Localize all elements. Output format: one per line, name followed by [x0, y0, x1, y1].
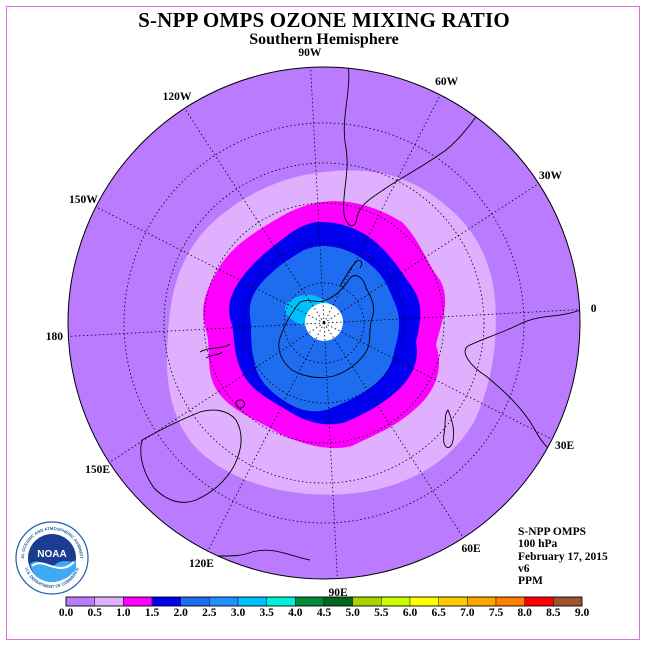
- longitude-label: 90W: [298, 47, 322, 60]
- colorbar-tick-label: 6.5: [431, 607, 446, 619]
- meridian-line: [323, 183, 539, 324]
- longitude-label: 150E: [85, 464, 111, 477]
- coastline-antarctic-peninsula: [339, 259, 363, 287]
- meridian-line: [323, 309, 580, 324]
- colorbar-swatch: [237, 596, 267, 607]
- coastline-africa: [464, 309, 580, 461]
- colorbar-tick-label: 9.0: [574, 607, 590, 619]
- colorbar-swatch: [123, 596, 153, 607]
- meridian-line: [323, 322, 338, 579]
- colorbar-swatch: [266, 596, 296, 607]
- longitude-label: 90E: [328, 586, 348, 599]
- colorbar-tick-label: 5.0: [345, 607, 360, 619]
- map-subtitle: Southern Hemisphere: [249, 31, 399, 48]
- colorbar-swatch: [151, 596, 181, 607]
- colorbar-tick-label: 2.5: [202, 607, 217, 619]
- colorbar-tick-label: 5.5: [374, 607, 389, 619]
- info-units: PPM: [518, 575, 543, 588]
- meridian-line: [323, 322, 464, 538]
- coastlines: [140, 67, 580, 561]
- colorbar-swatch: [65, 596, 95, 607]
- info-level: 100 hPa: [518, 538, 558, 551]
- colorbar-swatch: [323, 596, 353, 607]
- meridian-line: [109, 322, 325, 463]
- south-pole-marker: [322, 320, 326, 324]
- colorbar-tick-label: 8.5: [546, 607, 561, 619]
- longitude-label: 0: [590, 302, 597, 315]
- latitude-circle: [163, 162, 485, 484]
- map-boundary: [67, 66, 581, 580]
- info-date: February 17, 2015: [518, 550, 608, 563]
- colorbar-tick-label: 7.0: [460, 607, 475, 619]
- coastline-tasmania: [235, 399, 245, 409]
- colorbar-swatch: [352, 596, 382, 607]
- coastline-australia: [140, 409, 242, 503]
- colorbar-tick-label: 0.0: [58, 607, 74, 619]
- noaa-logo: NATIONAL OCEANIC AND ATMOSPHERIC ADMINIS…: [14, 520, 89, 595]
- coastline-south-america: [343, 67, 497, 227]
- longitude-label: 150W: [69, 194, 98, 207]
- info-instrument: S-NPP OMPS: [518, 526, 587, 538]
- longitude-label: 60E: [461, 543, 481, 556]
- colorbar-tick-label: 2.0: [173, 607, 188, 619]
- meridian-line: [310, 67, 325, 324]
- colorbar-swatch: [381, 596, 411, 607]
- colorbar-swatch: [94, 596, 124, 607]
- colorbar-swatch: [524, 596, 554, 607]
- colorbar-tick-label: 6.0: [402, 607, 418, 619]
- figure-frame: [6, 6, 640, 640]
- colorbar-tick-label: 3.0: [230, 607, 246, 619]
- meridian-line: [68, 322, 325, 337]
- graticule: [68, 67, 580, 579]
- info-version: v6: [518, 562, 530, 575]
- meridian-line: [95, 206, 325, 324]
- info-panel: S-NPP OMPS 100 hPa February 17, 2015 v6 …: [518, 526, 608, 587]
- colorbar-tick-label: 4.5: [316, 607, 332, 619]
- longitude-label: 30E: [554, 439, 575, 452]
- colorbar-swatch: [495, 596, 525, 607]
- coastline-antarctica: [278, 275, 375, 379]
- colorbar-tick-label: 0.5: [87, 607, 102, 619]
- colorbar-tick-label: 1.5: [144, 607, 160, 619]
- latitude-circle: [123, 122, 525, 524]
- meridian-line: [184, 108, 325, 324]
- colorbar-swatch: [209, 596, 239, 607]
- meridian-line: [323, 322, 553, 440]
- latitude-circle: [283, 282, 365, 364]
- map-title: S-NPP OMPS OZONE MIXING RATIO: [138, 8, 510, 32]
- longitude-label: 120E: [188, 557, 214, 570]
- coastline-new-zealand: [199, 343, 231, 359]
- latitude-circle: [243, 242, 405, 404]
- colorbar-swatch: [295, 596, 325, 607]
- colorbar-swatch: [467, 596, 497, 607]
- colorbar-swatch: [553, 596, 583, 607]
- longitude-label: 60W: [435, 76, 459, 89]
- longitude-label: 180: [45, 331, 63, 344]
- logo-text: NOAA: [37, 549, 66, 560]
- latitude-circle: [203, 202, 445, 444]
- longitude-label: 30W: [538, 169, 562, 182]
- colorbar-tick-label: 1.0: [116, 607, 131, 619]
- longitude-label: 120W: [162, 90, 192, 103]
- colorbar-swatch: [409, 596, 439, 607]
- colorbar-swatch: [438, 596, 468, 607]
- coastline-madagascar: [443, 409, 455, 448]
- colorbar-tick-label: 8.0: [517, 607, 532, 619]
- meridian-line: [323, 94, 441, 324]
- meridian-line: [207, 322, 325, 552]
- colorbar-tick-label: 4.0: [288, 607, 303, 619]
- colorbar-tick-label: 3.5: [259, 607, 274, 619]
- colorbar-swatch: [180, 596, 210, 607]
- colorbar-tick-label: 7.5: [488, 607, 504, 619]
